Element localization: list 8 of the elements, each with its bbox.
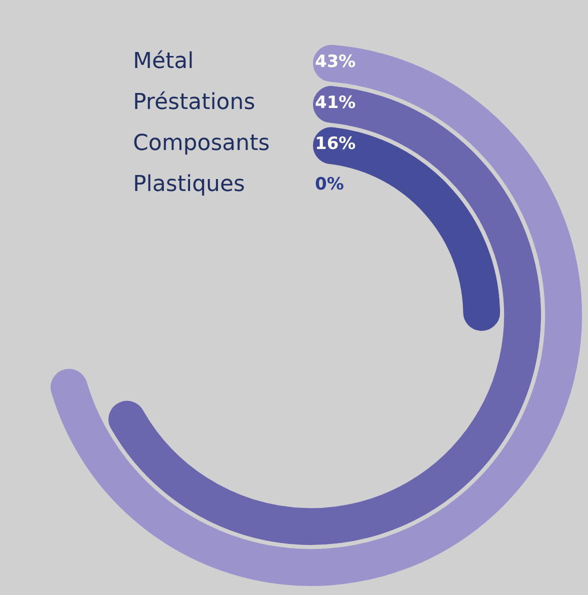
data-label: 43% bbox=[315, 52, 356, 72]
data-label: 16% bbox=[315, 134, 356, 154]
category-label: Composants bbox=[133, 131, 270, 156]
category-label: Métal bbox=[133, 49, 194, 74]
category-label: Préstations bbox=[133, 90, 256, 116]
category-label: Plastiques bbox=[133, 172, 245, 198]
data-label: 41% bbox=[315, 92, 356, 113]
data-label: 0% bbox=[315, 174, 344, 195]
